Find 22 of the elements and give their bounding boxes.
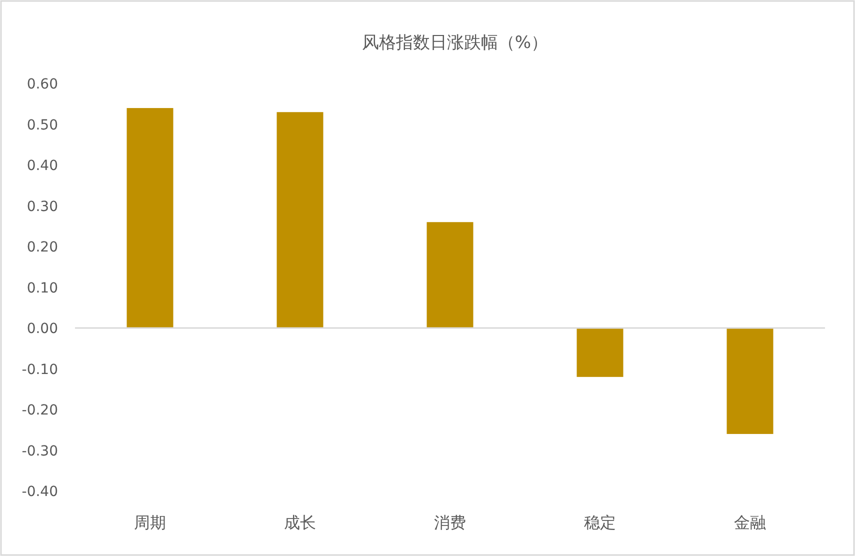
y-tick-label: 0.00 bbox=[26, 321, 58, 338]
x-tick-label: 消费 bbox=[434, 513, 466, 532]
y-tick-label: -0.20 bbox=[22, 402, 58, 419]
y-tick-label: 0.40 bbox=[26, 158, 58, 174]
x-tick-label: 成长 bbox=[284, 513, 316, 532]
y-tick-label: 0.20 bbox=[26, 240, 58, 256]
x-tick-label: 周期 bbox=[134, 513, 166, 532]
bar bbox=[576, 328, 624, 377]
y-tick-label: 0.50 bbox=[26, 117, 58, 134]
y-tick-label: -0.40 bbox=[22, 484, 58, 500]
bar bbox=[276, 112, 324, 328]
chart-title: 风格指数日涨跌幅（%） bbox=[362, 33, 548, 53]
bar bbox=[126, 108, 174, 328]
y-tick-label: -0.10 bbox=[22, 362, 58, 378]
y-tick-label: -0.30 bbox=[22, 443, 58, 460]
bar bbox=[726, 328, 774, 434]
y-tick-label: 0.30 bbox=[26, 198, 58, 215]
x-tick-label: 金融 bbox=[734, 513, 766, 532]
y-tick-label: 0.60 bbox=[26, 76, 58, 93]
bar bbox=[426, 222, 474, 328]
y-tick-label: 0.10 bbox=[26, 280, 58, 296]
x-tick-label: 稳定 bbox=[584, 513, 616, 532]
